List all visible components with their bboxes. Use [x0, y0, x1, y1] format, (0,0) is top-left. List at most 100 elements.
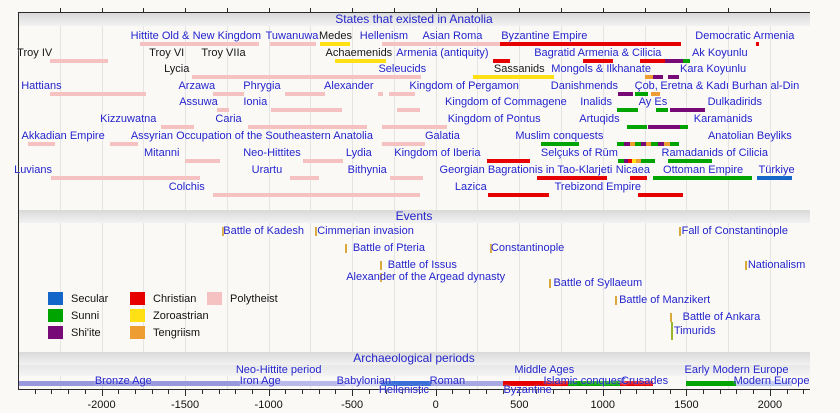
legend-swatch-secular — [48, 292, 63, 305]
state-label[interactable]: Ramadanids of Cilicia — [661, 147, 768, 159]
state-label[interactable]: Assyrian Occupation of the Southeastern … — [130, 130, 373, 142]
state-label[interactable]: Troy VIIa — [201, 47, 246, 59]
state-bar — [109, 142, 139, 146]
event-label[interactable]: Cimmerian invasion — [317, 225, 414, 237]
state-label[interactable]: Sassanids — [493, 63, 545, 75]
state-label[interactable]: Dulkadirids — [707, 96, 763, 108]
legend-swatch-polytheist — [207, 292, 222, 305]
event-label[interactable]: Battle of Ankara — [682, 311, 761, 323]
state-bar — [657, 142, 664, 146]
event-label[interactable]: Battle of Manzikert — [619, 294, 711, 306]
state-label[interactable]: Lydia — [345, 147, 372, 159]
state-bar — [492, 59, 511, 63]
event-label[interactable]: Fall of Constantinople — [681, 225, 788, 237]
state-label[interactable]: Kingdom of Iberia — [394, 147, 481, 159]
state-label[interactable]: Trebizond Empire — [554, 181, 641, 193]
state-label[interactable]: Kingdom of Pergamon — [409, 80, 519, 92]
state-label[interactable]: Seleucids — [378, 63, 427, 75]
bottom-axis-major-tick — [686, 390, 688, 396]
state-label[interactable]: Hattians — [21, 80, 62, 92]
state-label[interactable]: Kara Koyunlu — [680, 63, 747, 75]
state-label[interactable]: Kizzuwatna — [100, 113, 157, 125]
state-label[interactable]: Türkiye — [758, 164, 795, 176]
grid-line — [519, 12, 521, 389]
state-label[interactable]: Hellenism — [359, 30, 409, 42]
state-label[interactable]: Democratic Armenia — [695, 30, 795, 42]
event-label[interactable]: Battle of Pteria — [352, 242, 425, 254]
period-sublabel[interactable]: Byzantine — [503, 384, 552, 396]
event-label[interactable]: Battle of Kadesh — [223, 225, 304, 237]
period-label[interactable]: Crusades — [621, 375, 669, 387]
state-label[interactable]: Kingdom of Commagene — [445, 96, 567, 108]
state-label[interactable]: Inalids — [580, 96, 613, 108]
state-label[interactable]: Lazica — [454, 181, 487, 193]
state-label[interactable]: Arzawa — [178, 80, 216, 92]
state-label[interactable]: Hittite Old & — [130, 30, 190, 42]
period-label[interactable]: Iron Age — [239, 375, 281, 387]
state-label[interactable]: Achaemenids — [325, 47, 393, 59]
state-label[interactable]: Colchis — [168, 181, 205, 193]
state-label[interactable]: Asian Roma — [422, 30, 483, 42]
state-label[interactable]: Troy VI — [149, 47, 185, 59]
state-label[interactable]: Tuwanuwa — [265, 30, 319, 42]
state-label[interactable]: Neo-Hittites — [243, 147, 301, 159]
event-label[interactable]: Nationalism — [747, 259, 806, 271]
state-label[interactable]: Georgian Bagrationis in Tao-Klarjeti — [439, 164, 613, 176]
state-label[interactable]: Luvians — [14, 164, 52, 176]
state-label[interactable]: Selçuks of Rūm — [540, 147, 618, 159]
state-label[interactable]: Karamanids — [693, 113, 753, 125]
bottom-axis-major-tick — [101, 390, 103, 396]
state-label[interactable]: Phrygia — [243, 80, 281, 92]
state-label[interactable]: Eretna & Kadı Burhan al-Din — [660, 80, 800, 92]
state-label[interactable]: Caria — [215, 113, 242, 125]
state-label[interactable]: New Kingdom — [192, 30, 262, 42]
state-label[interactable]: Ionia — [243, 96, 268, 108]
period-label[interactable]: Babylonian — [336, 375, 392, 387]
event-label[interactable]: Timurids — [673, 325, 716, 337]
state-label[interactable]: Akkadian Empire — [21, 130, 105, 142]
state-label[interactable]: Çob, — [634, 80, 658, 92]
state-label[interactable]: Urartu — [251, 164, 283, 176]
state-label[interactable]: Kingdom of Pontus — [447, 113, 541, 125]
state-label[interactable]: Armenia (antiquity) — [396, 47, 489, 59]
period-sublabel[interactable]: Hellenistic — [378, 384, 430, 396]
period-label[interactable]: Roman — [429, 375, 466, 387]
state-label[interactable]: Mitanni — [143, 147, 180, 159]
state-bar — [756, 176, 792, 180]
state-label[interactable]: Danishmends — [550, 80, 619, 92]
period-era-label[interactable]: Neo-Hittite period — [235, 364, 322, 376]
period-label[interactable]: Islamic conquest — [543, 375, 626, 387]
state-label[interactable]: Lycia — [164, 63, 190, 75]
state-label[interactable]: Mongols & Ilkhanate — [551, 63, 651, 75]
bottom-axis-minor-tick — [335, 390, 337, 394]
state-label[interactable]: Ottoman Empire — [663, 164, 744, 176]
state-label[interactable]: Artuqids — [579, 113, 620, 125]
event-label[interactable]: Battle of Syllaeum — [553, 277, 643, 289]
state-label[interactable]: Nicaea — [615, 164, 650, 176]
state-label[interactable]: Galatia — [424, 130, 460, 142]
event-label[interactable]: Battle of Issus — [387, 259, 457, 271]
state-label[interactable]: Byzantine Empire — [501, 30, 588, 42]
top-axis-tick — [59, 8, 61, 12]
period-era-label[interactable]: Early Modern Europe — [684, 364, 789, 376]
state-label[interactable]: Anatolian Beyliks — [707, 130, 792, 142]
bottom-axis-minor-tick — [619, 390, 621, 394]
period-label[interactable]: Modern Europe — [733, 375, 810, 387]
period-label[interactable]: Bronze Age — [94, 375, 152, 387]
state-label[interactable]: Bithynia — [347, 164, 387, 176]
period-era-label[interactable]: Middle Ages — [514, 364, 575, 376]
legend-label: Christian — [153, 293, 197, 305]
state-label[interactable]: Ay Es — [638, 96, 668, 108]
state-label[interactable]: Troy IV — [17, 47, 53, 59]
event-label[interactable]: Constantinople — [490, 242, 565, 254]
grid-line — [644, 12, 646, 389]
state-label[interactable]: Assuwa — [179, 96, 218, 108]
state-label[interactable]: Muslim conquests — [515, 130, 604, 142]
state-label[interactable]: Bagratid Armenia & Cilicia — [534, 47, 662, 59]
event-label[interactable]: Alexander of the Argead dynasty — [346, 271, 506, 283]
state-label[interactable]: Alexander — [324, 80, 374, 92]
state-label[interactable]: Medes — [318, 30, 352, 42]
state-label[interactable]: Ak Koyunlu — [691, 47, 748, 59]
top-axis-tick — [226, 8, 228, 12]
legend-swatch-tengriism — [130, 326, 145, 339]
